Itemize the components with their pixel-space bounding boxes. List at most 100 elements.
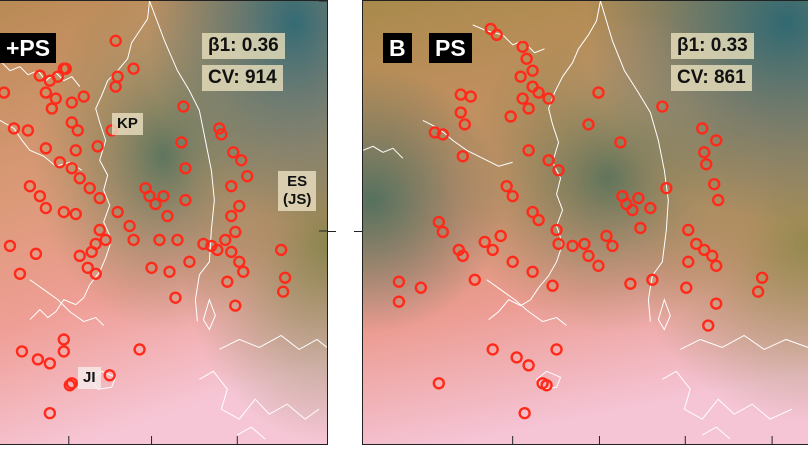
station-circle-marker <box>23 179 37 193</box>
station-circle-marker <box>606 239 619 253</box>
station-circle-marker <box>65 377 78 390</box>
panel-left-title: +PS <box>0 33 57 63</box>
station-circle-marker <box>710 297 723 310</box>
station-circle-marker <box>7 122 21 135</box>
station-circle-marker <box>153 233 166 247</box>
station-circle-marker <box>506 189 519 203</box>
station-circle-marker <box>39 201 53 215</box>
station-circle-marker <box>468 273 481 286</box>
station-circle-marker <box>500 179 513 193</box>
station-circle-marker <box>73 172 86 185</box>
station-circle-marker <box>163 265 176 278</box>
station-circle-marker <box>219 233 232 247</box>
station-circle-marker <box>65 116 78 129</box>
station-circle-marker <box>755 271 769 284</box>
station-circle-marker <box>29 247 43 261</box>
station-circle-marker <box>522 359 535 372</box>
station-circle-marker <box>133 343 146 356</box>
station-circle-marker <box>392 295 406 308</box>
station-circle-marker <box>81 261 94 274</box>
station-circle-marker <box>123 219 136 233</box>
frame-ticks <box>512 436 773 444</box>
station-markers <box>0 34 292 420</box>
label-es-line2: (JS) <box>283 191 312 208</box>
station-circle-marker <box>69 207 82 221</box>
station-circle-marker <box>698 146 711 159</box>
station-circle-marker <box>169 291 182 304</box>
panel-right-title-ps: PS <box>429 33 472 63</box>
station-circle-marker <box>127 62 140 75</box>
station-circle-marker <box>89 267 102 280</box>
station-circle-marker <box>13 267 27 280</box>
station-circle-marker <box>582 118 595 131</box>
station-circle-marker <box>235 154 248 167</box>
station-circle-marker <box>682 255 695 268</box>
station-circle-marker <box>520 52 533 65</box>
map-panel-left: +PS β1: 0.36 CV: 914 KP ES (JS) JI <box>0 0 328 445</box>
station-circle-marker <box>552 237 565 251</box>
station-circle-marker <box>77 90 90 103</box>
station-circle-marker <box>592 259 605 272</box>
beta1-value-right: β1: 0.33 <box>671 33 754 59</box>
station-circle-marker <box>99 233 112 247</box>
station-circle-marker <box>516 92 529 105</box>
station-circle-marker <box>241 170 254 183</box>
station-circle-marker <box>145 261 158 274</box>
station-circle-marker <box>229 299 242 312</box>
station-circle-marker <box>33 69 47 82</box>
station-circle-marker <box>710 134 723 147</box>
station-circle-marker <box>708 178 721 191</box>
station-circle-marker <box>712 193 725 207</box>
label-es-line1: ES <box>287 173 308 190</box>
label-es: ES (JS) <box>278 171 317 211</box>
station-circle-marker <box>532 213 545 227</box>
station-circle-marker <box>582 249 595 263</box>
station-circle-marker <box>432 377 446 390</box>
station-circle-marker <box>634 221 647 235</box>
station-circle-marker <box>213 122 226 135</box>
station-circle-marker <box>614 136 627 149</box>
station-circle-marker <box>83 181 96 195</box>
station-circle-marker <box>93 191 106 205</box>
station-circle-marker <box>504 110 517 123</box>
station-circle-marker <box>225 179 238 193</box>
station-circle-marker <box>490 28 503 42</box>
station-circle-marker <box>486 343 499 356</box>
station-circle-marker <box>39 142 53 155</box>
station-circle-marker <box>680 281 693 294</box>
station-circle-marker <box>542 154 555 167</box>
station-circle-marker <box>660 181 673 195</box>
station-circle-marker <box>237 265 250 278</box>
station-circle-marker <box>229 225 242 239</box>
station-circle-marker <box>53 156 66 169</box>
station-circle-marker <box>428 126 442 139</box>
station-circle-marker <box>43 357 57 370</box>
station-circle-marker <box>103 369 116 382</box>
station-circle-marker <box>432 215 446 229</box>
station-circle-marker <box>143 189 156 203</box>
station-circle-marker <box>109 80 122 93</box>
station-circle-marker <box>51 70 65 83</box>
station-circle-marker <box>514 70 527 83</box>
station-circle-marker <box>157 189 170 203</box>
station-circle-marker <box>656 100 669 113</box>
station-circle-marker <box>436 128 450 141</box>
station-circle-marker <box>274 243 288 257</box>
station-circle-marker <box>71 124 84 137</box>
station-circle-marker <box>57 333 70 346</box>
station-circle-marker <box>414 281 428 294</box>
station-circle-marker <box>436 225 450 239</box>
station-circle-marker <box>65 162 78 175</box>
station-circle-marker <box>700 158 713 171</box>
station-circle-marker <box>510 351 523 364</box>
station-circle-marker <box>111 205 124 219</box>
station-circle-marker <box>161 209 174 223</box>
coastline <box>363 1 808 440</box>
station-circle-marker <box>751 285 765 298</box>
station-circle-marker <box>39 86 53 99</box>
station-circle-marker <box>197 237 210 251</box>
station-circle-marker <box>278 271 292 284</box>
station-circle-marker <box>478 235 491 249</box>
station-circle-marker <box>600 229 613 243</box>
station-circle-marker <box>522 102 535 115</box>
